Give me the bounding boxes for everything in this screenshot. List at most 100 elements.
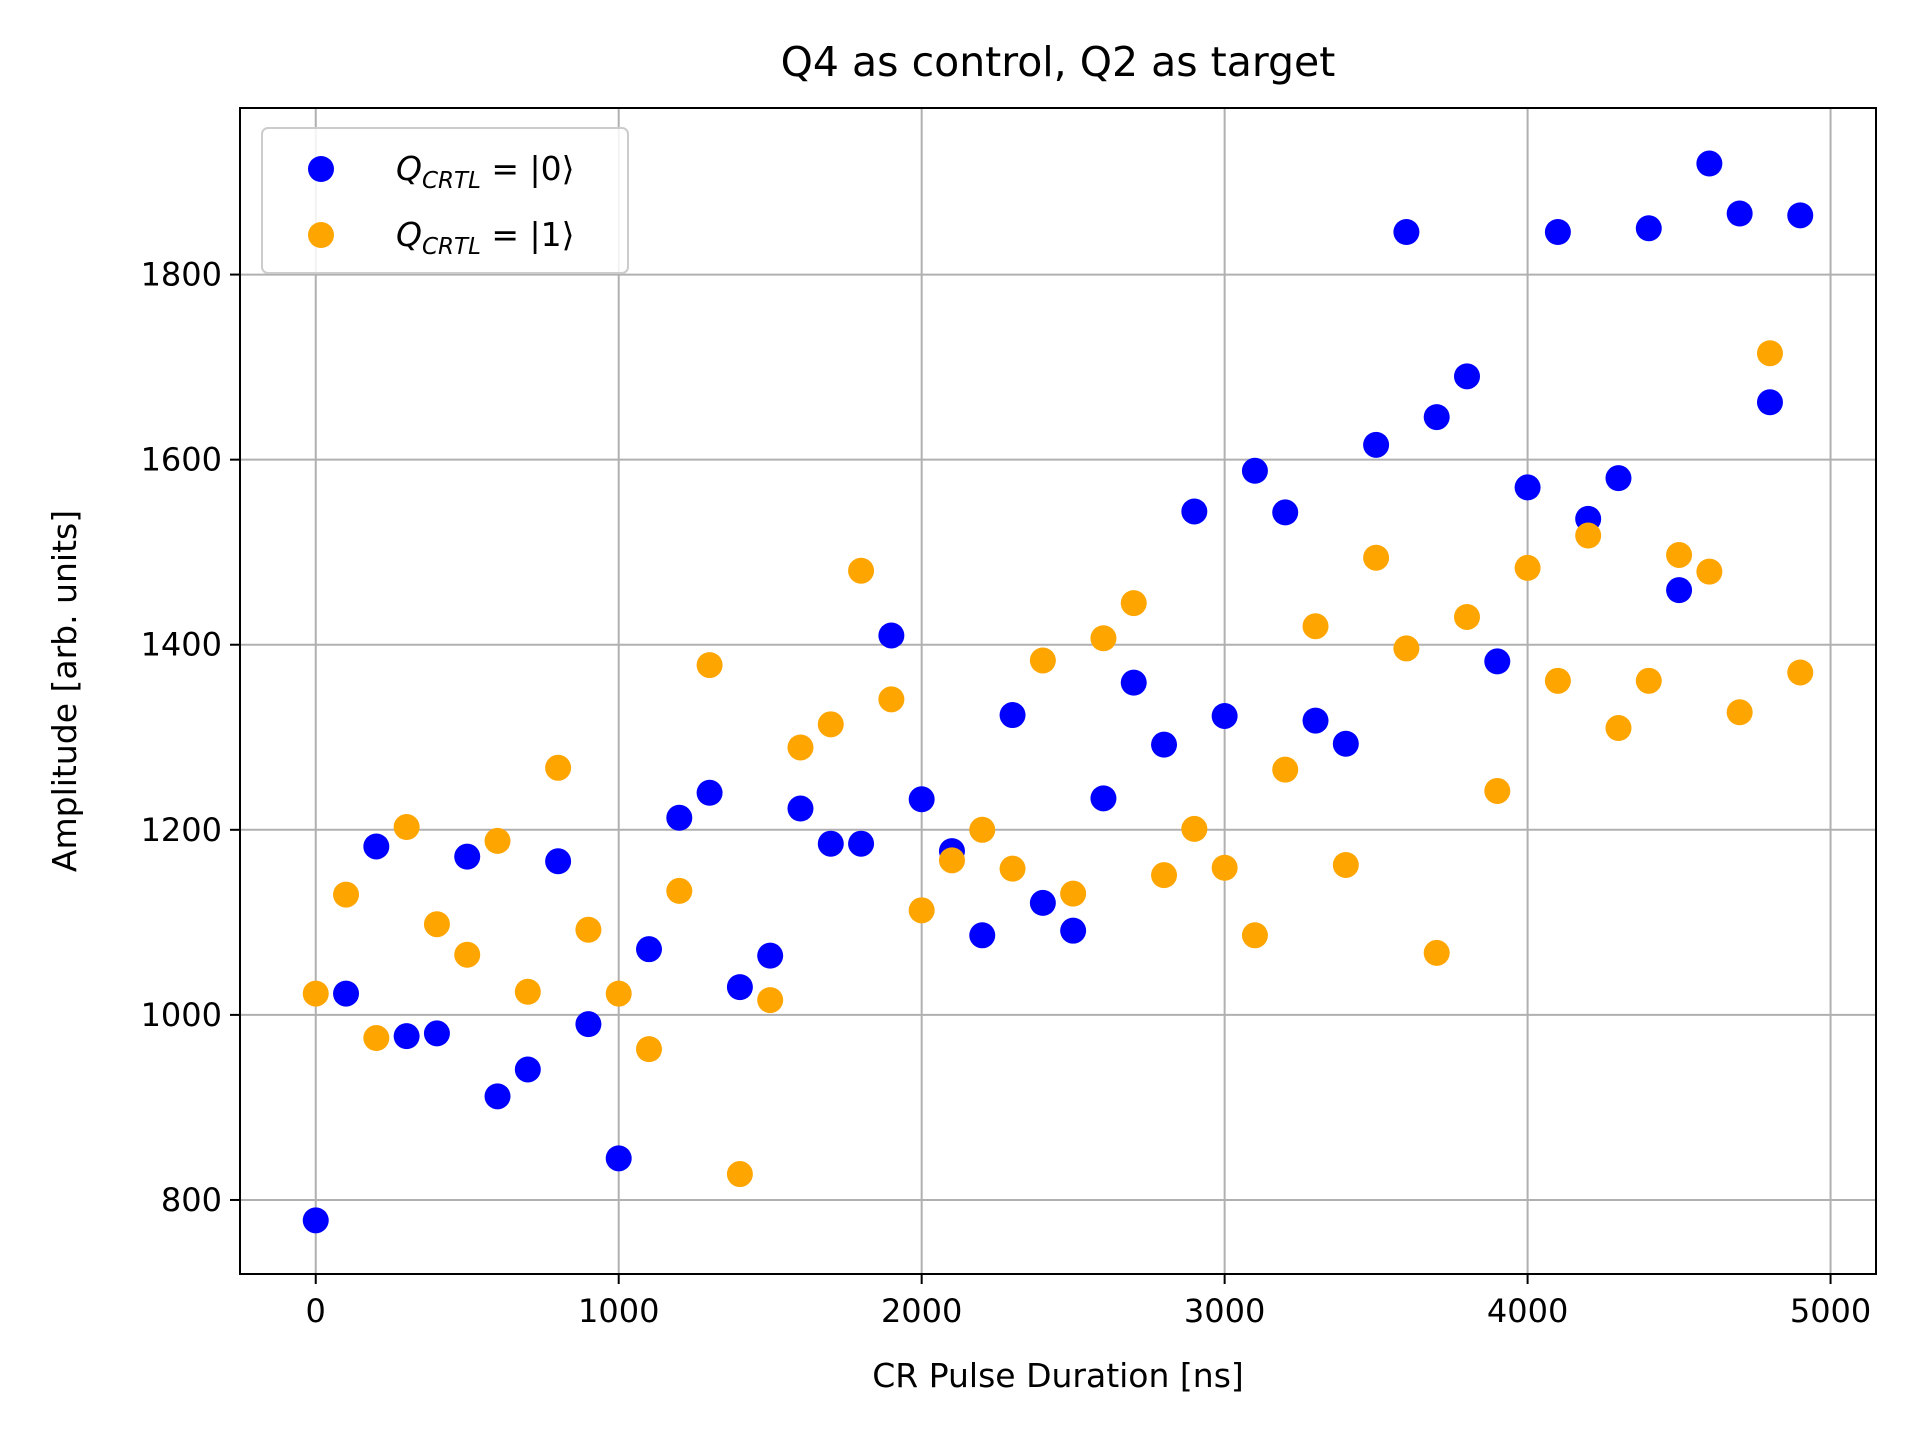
- data-point: [1060, 880, 1087, 907]
- data-point: [1181, 498, 1208, 525]
- data-point: [878, 622, 905, 649]
- data-point: [666, 877, 693, 904]
- data-point: [545, 848, 572, 875]
- data-point: [1454, 363, 1480, 390]
- data-point: [1363, 431, 1390, 458]
- y-tick-label: 800: [161, 1181, 222, 1219]
- data-point: [1544, 219, 1571, 246]
- series-0: [302, 150, 1814, 1234]
- data-point: [1090, 785, 1117, 812]
- data-point: [1393, 635, 1420, 662]
- data-point: [1393, 219, 1420, 246]
- data-point: [1423, 939, 1450, 966]
- data-point: [636, 936, 662, 963]
- data-point: [1484, 777, 1511, 804]
- data-point: [817, 830, 844, 857]
- legend-label-series-1: QCRTL = |1⟩: [396, 215, 575, 260]
- data-point: [1756, 389, 1783, 416]
- data-point: [848, 830, 875, 857]
- data-point: [605, 1145, 632, 1172]
- x-tick-label: 2000: [881, 1292, 962, 1330]
- data-point: [1696, 150, 1723, 177]
- data-point: [726, 1161, 753, 1188]
- data-point: [1090, 625, 1117, 652]
- axis-ticks: 0 1000 2000 3000 4000 5000 800 1000 1200 1400 1600…: [141, 256, 1872, 1330]
- data-point: [423, 911, 450, 938]
- data-point: [1696, 558, 1723, 585]
- data-point: [1272, 499, 1299, 526]
- data-point: [1211, 702, 1238, 729]
- data-point: [1635, 215, 1662, 242]
- data-point: [848, 557, 875, 584]
- x-tick-label: 4000: [1487, 1292, 1568, 1330]
- x-axis-label: CR Pulse Duration [ns]: [872, 1356, 1244, 1395]
- y-tick-label: 1600: [141, 441, 222, 479]
- chart-title: Q4 as control, Q2 as target: [781, 38, 1336, 86]
- data-point: [1151, 862, 1178, 889]
- y-axis-label: Amplitude [arb. units]: [45, 510, 84, 872]
- data-point: [1726, 200, 1753, 227]
- legend-label-series-0: QCRTL = |0⟩: [396, 149, 575, 194]
- data-point: [1484, 648, 1511, 675]
- data-point: [908, 897, 935, 924]
- data-point: [1756, 340, 1783, 367]
- data-point: [1332, 730, 1359, 757]
- data-point: [454, 941, 481, 968]
- data-point: [1151, 731, 1178, 758]
- data-point: [1060, 917, 1087, 944]
- y-tick-label: 1200: [141, 811, 222, 849]
- data-point: [363, 1025, 390, 1052]
- data-point: [484, 827, 511, 854]
- data-point: [1726, 699, 1753, 726]
- data-point: [423, 1020, 450, 1047]
- data-point: [817, 711, 844, 738]
- data-point: [878, 686, 905, 713]
- grid-lines: [240, 108, 1876, 1274]
- data-point: [1120, 669, 1147, 696]
- data-point: [1514, 474, 1541, 501]
- data-point: [1423, 404, 1450, 431]
- data-point: [696, 779, 723, 806]
- data-point: [757, 942, 784, 969]
- data-point: [1544, 667, 1571, 694]
- data-point: [1787, 202, 1814, 229]
- x-tick-label: 0: [306, 1292, 326, 1330]
- data-point: [1181, 815, 1208, 842]
- data-point: [787, 734, 814, 761]
- data-point: [908, 786, 935, 813]
- x-tick-label: 3000: [1184, 1292, 1265, 1330]
- data-point: [363, 833, 390, 860]
- legend-marker-series-0: [308, 156, 334, 182]
- data-point: [636, 1036, 662, 1063]
- data-point: [484, 1083, 511, 1110]
- data-point: [1029, 647, 1056, 674]
- data-point: [1363, 544, 1390, 571]
- data-point: [757, 987, 784, 1014]
- data-point: [1029, 889, 1056, 916]
- data-point: [1666, 541, 1693, 568]
- data-point: [1302, 613, 1329, 640]
- data-point: [302, 1207, 329, 1234]
- data-point: [545, 754, 572, 781]
- series-1: [302, 340, 1814, 1188]
- data-point: [666, 804, 693, 831]
- data-point: [999, 702, 1026, 729]
- data-point: [1787, 659, 1814, 686]
- data-point: [1302, 707, 1329, 734]
- data-point: [333, 980, 360, 1007]
- data-point: [999, 855, 1026, 882]
- data-point: [1514, 554, 1541, 581]
- data-point: [514, 1056, 541, 1083]
- data-point: [696, 652, 723, 679]
- legend-marker-series-1: [308, 222, 334, 248]
- data-point: [1454, 603, 1480, 630]
- x-tick-label: 1000: [578, 1292, 659, 1330]
- data-point: [1120, 590, 1147, 617]
- data-point: [787, 795, 814, 822]
- x-tick-label: 5000: [1790, 1292, 1871, 1330]
- legend-box: [261, 127, 629, 274]
- data-point: [1211, 854, 1238, 881]
- data-point: [1635, 667, 1662, 694]
- data-point: [1272, 756, 1299, 783]
